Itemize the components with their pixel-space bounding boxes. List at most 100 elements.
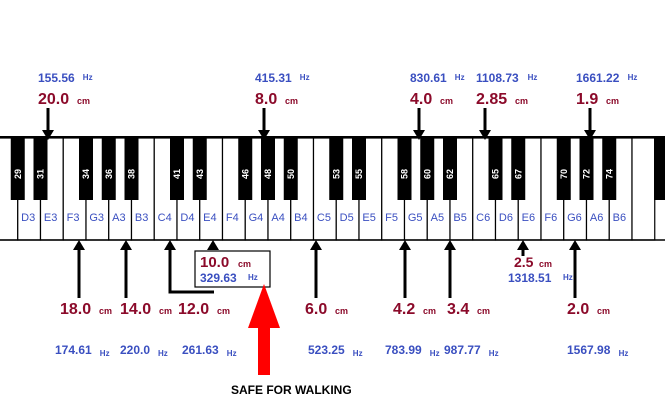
marker-length: 4.0	[410, 91, 432, 108]
black-key[interactable]	[101, 138, 116, 200]
black-key[interactable]	[79, 138, 93, 200]
length-unit: cm	[606, 96, 619, 106]
white-key-label: E6	[522, 212, 535, 224]
white-key-label: A4	[271, 212, 284, 224]
red-arrow-shaft	[258, 325, 270, 375]
marker-length: 14.0	[120, 301, 151, 318]
frequency-unit: Hz	[619, 349, 629, 358]
marker-frequency: 415.31	[255, 71, 292, 85]
white-key-label: E4	[203, 212, 216, 224]
white-key-label: C5	[317, 212, 331, 224]
marker-length: 4.2	[393, 301, 415, 318]
frequency-unit: Hz	[628, 73, 638, 82]
black-key-number: 46	[240, 169, 250, 179]
black-key-number: 72	[582, 169, 592, 179]
marker-length: 3.4	[447, 301, 469, 318]
marker-frequency: 1567.98	[567, 343, 611, 357]
frequency-unit: Hz	[158, 349, 168, 358]
white-key-label: D6	[499, 212, 513, 224]
black-key-number: 67	[513, 169, 523, 179]
black-keys: 29 31 34 36 38 41 43 46 48 50 53 55 58 60 62 65 67 70 72 74	[10, 138, 665, 200]
black-key-number: 43	[195, 169, 205, 179]
white-key-label: E3	[44, 212, 57, 224]
black-key[interactable]	[352, 138, 366, 200]
frequency-unit: Hz	[563, 273, 573, 282]
black-key-number: 34	[81, 169, 91, 179]
black-key[interactable]	[329, 138, 344, 200]
white-key-label: B3	[135, 212, 148, 224]
arrow-head	[413, 130, 425, 140]
marker-length: 2.85	[476, 91, 507, 108]
safe-for-walking-label: SAFE FOR WALKING	[231, 383, 352, 397]
arrow-head	[207, 240, 219, 250]
white-key-label: F6	[544, 212, 557, 224]
black-key[interactable]	[10, 138, 25, 200]
white-key[interactable]	[631, 137, 656, 241]
length-unit: cm	[335, 306, 348, 316]
frequency-unit: Hz	[83, 73, 93, 82]
white-key-label: C6	[476, 212, 490, 224]
black-key[interactable]	[397, 138, 412, 200]
white-key-label: G6	[567, 212, 582, 224]
black-key[interactable]	[238, 138, 253, 200]
marker-frequency: 174.61	[55, 343, 92, 357]
black-key[interactable]	[33, 138, 48, 200]
frequency-unit: Hz	[227, 349, 237, 358]
frequency-unit: Hz	[353, 349, 363, 358]
black-key-number: 31	[36, 169, 46, 179]
white-key-label: B4	[294, 212, 307, 224]
arrow-head	[584, 130, 596, 140]
frequency-unit: Hz	[248, 273, 258, 282]
e4-frequency: 329.63	[200, 271, 237, 285]
marker-length: 18.0	[60, 301, 91, 318]
white-key-label: G4	[249, 212, 264, 224]
arrow-head	[444, 240, 456, 250]
length-unit: cm	[477, 306, 490, 316]
black-key[interactable]	[579, 138, 594, 200]
arrow-head	[120, 240, 132, 250]
length-unit: cm	[99, 306, 112, 316]
white-key-label: D3	[21, 212, 35, 224]
black-key-number: 74	[604, 169, 614, 179]
black-key[interactable]	[556, 138, 571, 200]
black-key[interactable]	[261, 138, 275, 200]
length-unit: cm	[423, 306, 436, 316]
length-unit: cm	[159, 306, 172, 316]
black-key-number: 58	[400, 169, 410, 179]
length-unit: cm	[515, 96, 528, 106]
frequency-unit: Hz	[300, 73, 310, 82]
black-key-number: 38	[127, 169, 137, 179]
length-unit: cm	[77, 96, 90, 106]
length-unit: cm	[285, 96, 298, 106]
black-key[interactable]	[192, 138, 207, 200]
black-key[interactable]	[124, 138, 139, 200]
white-key-label: D4	[180, 212, 194, 224]
black-key[interactable]	[511, 138, 526, 200]
black-key[interactable]	[488, 138, 503, 200]
white-key-label: F3	[67, 212, 80, 224]
black-key-number: 60	[422, 169, 432, 179]
white-key-label: B6	[613, 212, 626, 224]
black-key[interactable]	[420, 138, 435, 200]
black-key-number: 36	[104, 169, 114, 179]
white-key-label: A5	[431, 212, 444, 224]
white-key-label: C4	[158, 212, 172, 224]
marker-frequency: 155.56	[38, 71, 75, 85]
marker-frequency: 830.61	[410, 71, 447, 85]
black-key[interactable]	[654, 138, 665, 200]
white-key-label: B5	[453, 212, 466, 224]
annotations: 155.56 Hz 20.0 cm 415.31 Hz 8.0 cm 830.61 Hz 4.0 cm…	[38, 71, 637, 397]
length-unit: cm	[238, 259, 251, 269]
arrow-head	[73, 240, 85, 250]
black-key[interactable]	[170, 138, 184, 200]
black-key[interactable]	[443, 138, 457, 200]
marker-frequency: 783.99	[385, 343, 422, 357]
black-key[interactable]	[283, 138, 298, 200]
black-key-number: 48	[263, 169, 273, 179]
white-key-label: A6	[590, 212, 603, 224]
black-key-number: 53	[331, 169, 341, 179]
white-key-label: A3	[112, 212, 125, 224]
length-unit: cm	[440, 96, 453, 106]
black-key[interactable]	[602, 138, 617, 200]
